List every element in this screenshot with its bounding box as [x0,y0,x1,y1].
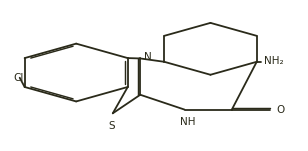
Text: Cl: Cl [13,73,23,83]
Text: S: S [109,121,116,132]
Text: NH₂: NH₂ [264,56,284,66]
Text: NH: NH [180,117,196,127]
Text: O: O [276,105,284,115]
Text: N: N [144,52,152,62]
